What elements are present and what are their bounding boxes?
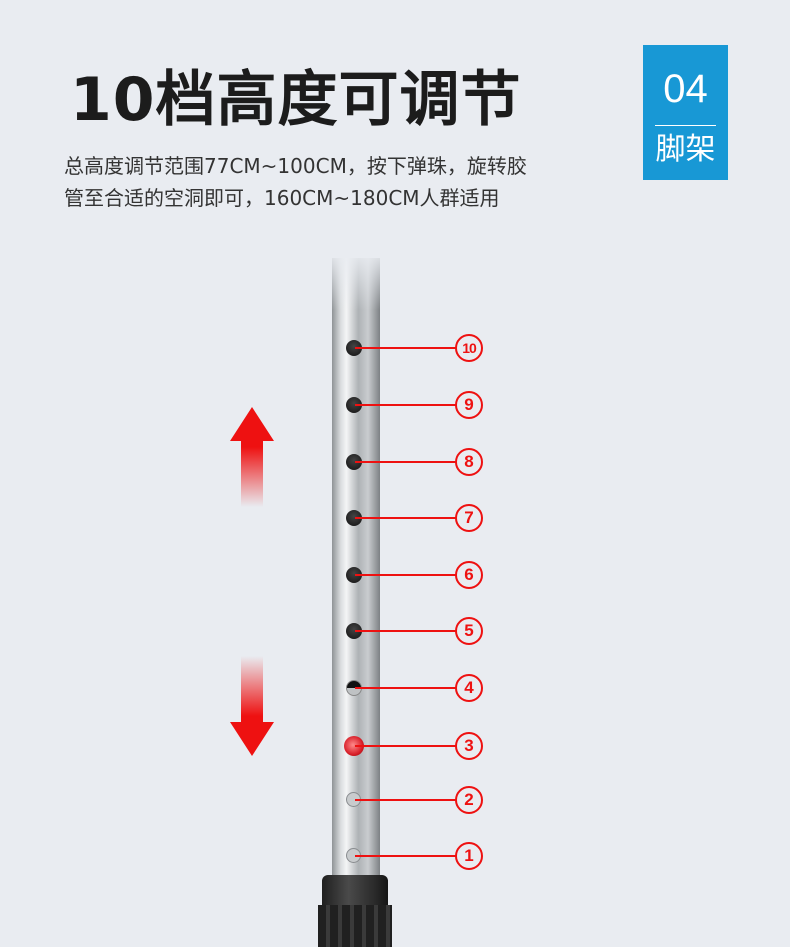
callout-line	[355, 630, 456, 632]
callout-line	[355, 461, 456, 463]
callout-line	[355, 404, 456, 406]
adjustment-hole-3	[344, 736, 364, 756]
badge-label: 脚架	[655, 132, 716, 167]
callout-line	[355, 799, 456, 801]
position-number: 2	[455, 786, 483, 814]
adjustment-hole-10	[346, 340, 362, 356]
callout-line	[355, 855, 456, 857]
arrow-down-icon	[230, 656, 274, 756]
adjustment-hole-5	[346, 623, 362, 639]
rubber-collar-grip	[318, 905, 392, 947]
adjustment-hole-8	[346, 454, 362, 470]
arrow-up-icon	[230, 407, 274, 507]
position-number: 5	[455, 617, 483, 645]
description-line-1: 总高度调节范围77CM~100CM，按下弹珠，旋转胶	[64, 154, 527, 178]
adjustment-hole-7	[346, 510, 362, 526]
position-number: 10	[455, 334, 483, 362]
tube-fade	[330, 250, 382, 310]
badge-number: 04	[663, 67, 708, 111]
position-number: 3	[455, 732, 483, 760]
callout-line	[355, 574, 456, 576]
position-number: 1	[455, 842, 483, 870]
callout-line	[355, 687, 456, 689]
callout-line	[355, 745, 456, 747]
position-number: 6	[455, 561, 483, 589]
position-number: 8	[455, 448, 483, 476]
section-badge: 04 脚架	[643, 45, 728, 180]
position-number: 9	[455, 391, 483, 419]
callout-line	[355, 517, 456, 519]
badge-divider	[655, 125, 716, 126]
adjustment-hole-9	[346, 397, 362, 413]
callout-line	[355, 347, 456, 349]
description-line-2: 管至合适的空洞即可，160CM~180CM人群适用	[64, 186, 500, 210]
position-number: 7	[455, 504, 483, 532]
position-number: 4	[455, 674, 483, 702]
page-title: 10档高度可调节	[70, 65, 522, 135]
adjustment-hole-6	[346, 567, 362, 583]
